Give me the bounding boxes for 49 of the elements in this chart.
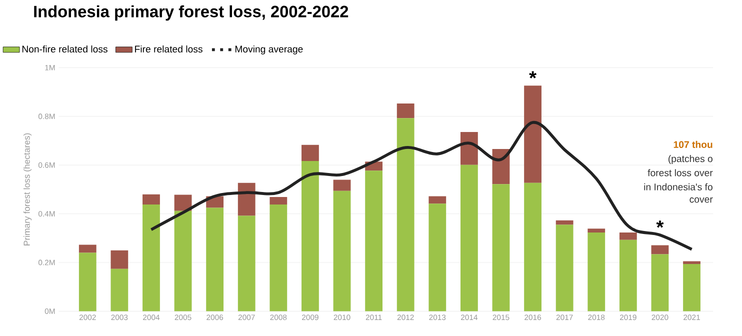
bar [110,250,128,269]
bar [174,194,192,211]
bar [619,232,637,240]
legend-label: Fire related loss [135,45,202,52]
bar [588,228,606,232]
bar [302,160,319,312]
bar [174,210,192,312]
annotation: in Indonesia's fo [644,183,712,190]
bar [78,244,96,253]
chart-title: Indonesia primary forest loss, 2002-2022 [34,5,348,20]
bar [142,194,160,204]
legend-label: Non-fire related loss [22,45,108,52]
bar [333,190,351,312]
bar [524,182,542,312]
bar [142,204,160,312]
bar [492,184,510,312]
bar [78,252,96,312]
bar [396,118,414,312]
bar [428,203,446,312]
bar [333,180,351,191]
bar [270,196,288,204]
bar [588,232,606,312]
bar [238,182,256,216]
annotation: forest loss over [648,169,713,176]
bar [110,268,128,312]
bar [460,132,478,165]
bar [556,220,574,225]
bar [683,261,700,264]
bar [270,204,288,312]
annotation: (patches o [668,154,712,164]
bar [365,170,382,312]
bar [206,208,224,312]
bar [556,224,574,312]
bar [302,144,319,161]
bar [460,164,478,312]
annotation: * [529,71,537,78]
bar [428,196,446,204]
annotation: 107 thou [674,140,712,148]
bar [396,103,414,118]
y-axis-title: Primary forest loss (hectares) [23,133,32,246]
annotation: cover [690,197,713,203]
bar [651,245,669,254]
bar [238,216,256,312]
bar [683,264,700,312]
bar [651,254,669,312]
bar [524,86,542,183]
legend-label: Moving average [235,45,303,54]
bar [619,240,637,312]
annotation: * [656,220,664,228]
